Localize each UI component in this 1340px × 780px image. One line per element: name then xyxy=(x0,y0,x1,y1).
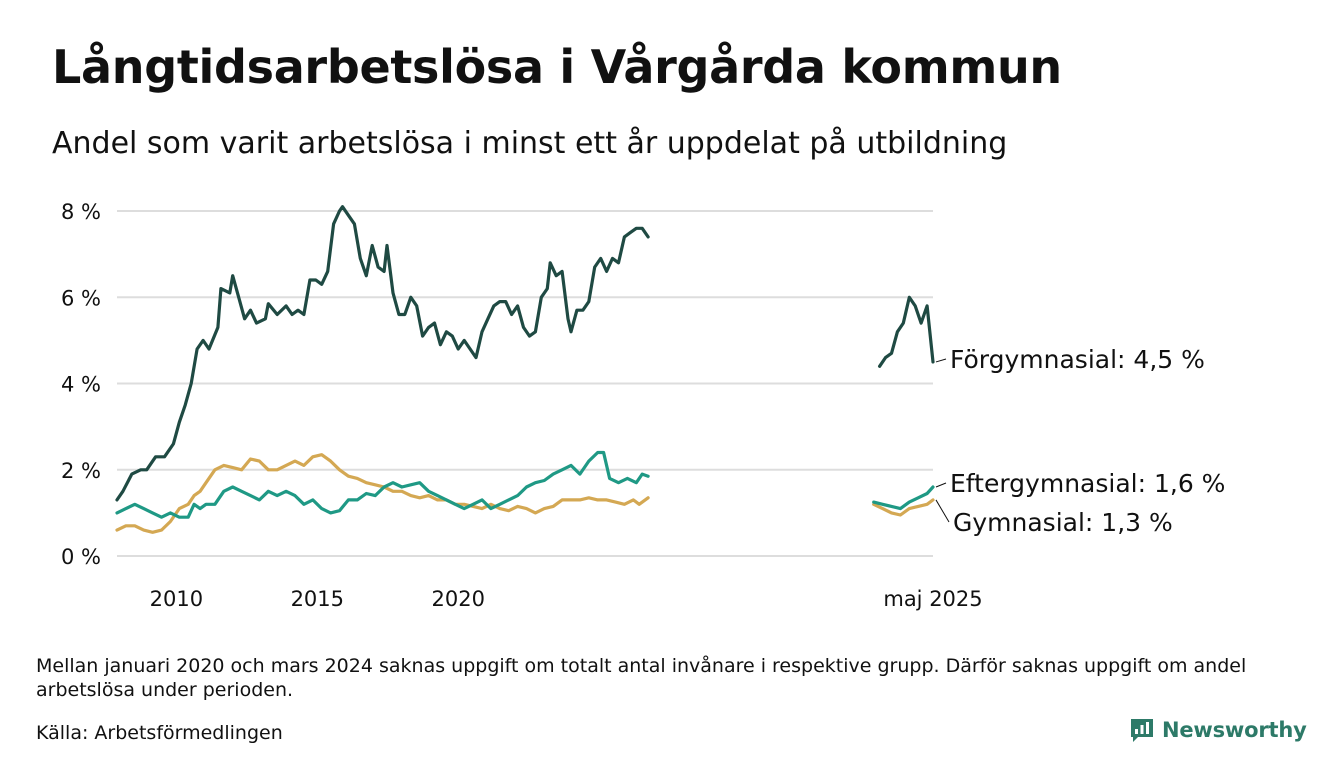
end-label-leader xyxy=(935,499,950,523)
line-chart: 0 % 2 % 4 % 6 % 8 % 2010 2015 2020 maj 2025 För… xyxy=(61,200,1225,611)
page-title: Långtidsarbetslösa i Vårgårda kommun xyxy=(52,40,1062,94)
y-tick-label: 2 % xyxy=(61,459,101,483)
brand-name: Newsworthy xyxy=(1162,718,1307,742)
end-labels: Förgymnasial: 4,5 % Eftergymnasial: 1,6 %… xyxy=(935,345,1225,537)
grid-lines xyxy=(117,210,933,557)
source-note: Källa: Arbetsförmedlingen xyxy=(36,722,283,744)
end-label-leader xyxy=(935,482,947,488)
series-line-förgymnasial xyxy=(115,205,650,502)
x-axis-ticks: 2010 2015 2020 maj 2025 xyxy=(150,587,983,611)
series-line-förgymnasial xyxy=(878,295,935,368)
x-tick-label: 2020 xyxy=(432,587,485,611)
end-label: Gymnasial: 1,3 % xyxy=(953,508,1173,537)
series-lines xyxy=(115,205,935,534)
series-line-eftergymnasial xyxy=(115,450,650,519)
series-line-gymnasial xyxy=(872,498,935,517)
newsworthy-logo-icon xyxy=(1131,719,1153,742)
end-label: Eftergymnasial: 1,6 % xyxy=(950,469,1225,498)
x-tick-label: 2015 xyxy=(291,587,344,611)
end-label-leader xyxy=(935,358,947,363)
y-tick-label: 0 % xyxy=(61,545,101,569)
y-tick-label: 8 % xyxy=(61,200,101,224)
page-subtitle: Andel som varit arbetslösa i minst ett å… xyxy=(52,126,1008,161)
x-tick-label: maj 2025 xyxy=(883,587,982,611)
end-label: Förgymnasial: 4,5 % xyxy=(950,345,1205,374)
brand[interactable]: Newsworthy xyxy=(1128,716,1307,744)
x-tick-label: 2010 xyxy=(150,587,203,611)
y-tick-label: 4 % xyxy=(61,373,101,397)
y-tick-label: 6 % xyxy=(61,286,101,310)
y-axis-ticks: 0 % 2 % 4 % 6 % 8 % xyxy=(61,200,101,569)
series-line-eftergymnasial xyxy=(872,485,935,511)
series-line-gymnasial xyxy=(115,453,650,534)
footnote: Mellan januari 2020 och mars 2024 saknas… xyxy=(36,655,1247,701)
